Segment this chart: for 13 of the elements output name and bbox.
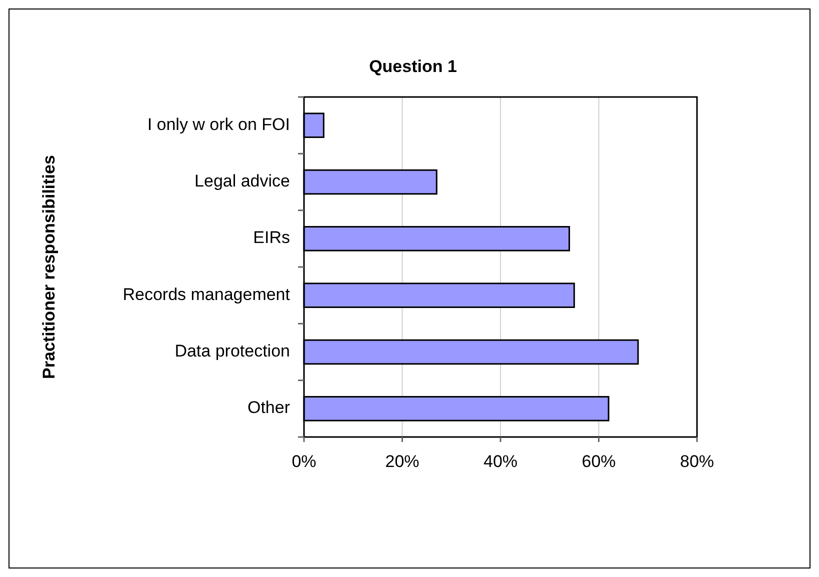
x-tick-label: 60% — [582, 452, 616, 471]
y-tick-label: I only w ork on FOI — [147, 114, 290, 134]
x-tick-label: 40% — [483, 452, 518, 471]
y-tick-label: Legal advice — [194, 171, 290, 190]
y-tick-label: EIRs — [253, 228, 290, 248]
y-tick-label: Other — [247, 398, 290, 418]
x-tick-label: 20% — [385, 452, 420, 471]
x-tick-label: 0% — [292, 452, 316, 471]
x-tick-label: 80% — [680, 452, 714, 471]
y-axis-title: Practitioner responsibilities — [39, 155, 58, 379]
y-tick-label: Data protection — [174, 341, 290, 360]
y-tick-label: Records management — [122, 284, 290, 304]
chart-title: Question 1 — [369, 57, 457, 76]
